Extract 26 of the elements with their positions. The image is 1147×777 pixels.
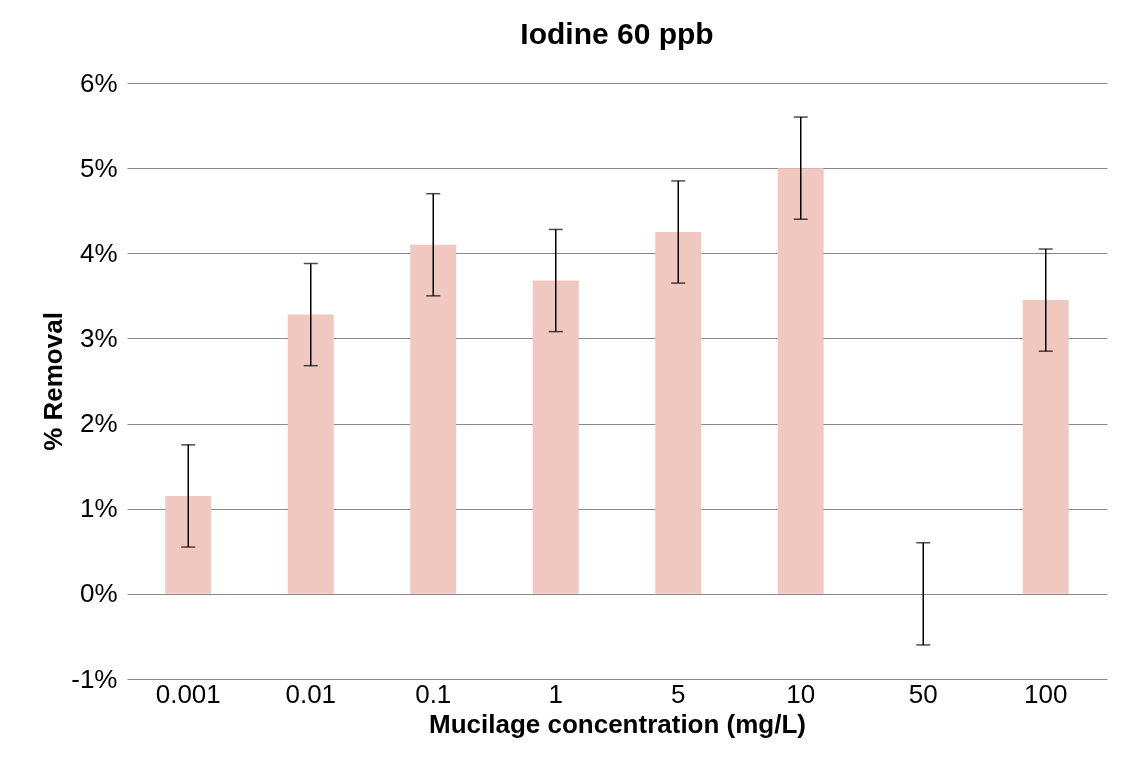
y-tick-label: 1% [79,493,118,524]
y-tick-label: 2% [79,408,118,439]
y-tick-label: 5% [79,152,118,183]
bar [165,495,212,594]
x-tick-label: 100 [1024,678,1068,709]
x-tick-label: 10 [786,678,816,709]
chart-title: Iodine 60 ppb [520,17,714,50]
x-tick-label: 1 [548,678,563,709]
bar [655,232,702,594]
bar [287,314,334,594]
bar [1022,300,1069,594]
x-tick-label: 5 [671,678,686,709]
y-tick-label: 3% [79,322,118,353]
x-tick-label: 50 [908,678,938,709]
x-tick-label: 0.1 [415,678,452,709]
y-tick-label: 6% [79,67,118,98]
x-axis-title: Mucilage concentration (mg/L) [428,708,807,739]
bar [532,280,579,594]
y-axis-title: % Removal [38,312,69,451]
y-tick-label: 4% [79,237,118,268]
x-tick-label: 0.001 [155,678,221,709]
bar [777,168,824,594]
x-tick-label: 0.01 [285,678,337,709]
bar [410,244,457,594]
y-tick-label: -1% [71,663,118,694]
y-tick-label: 0% [79,578,118,609]
